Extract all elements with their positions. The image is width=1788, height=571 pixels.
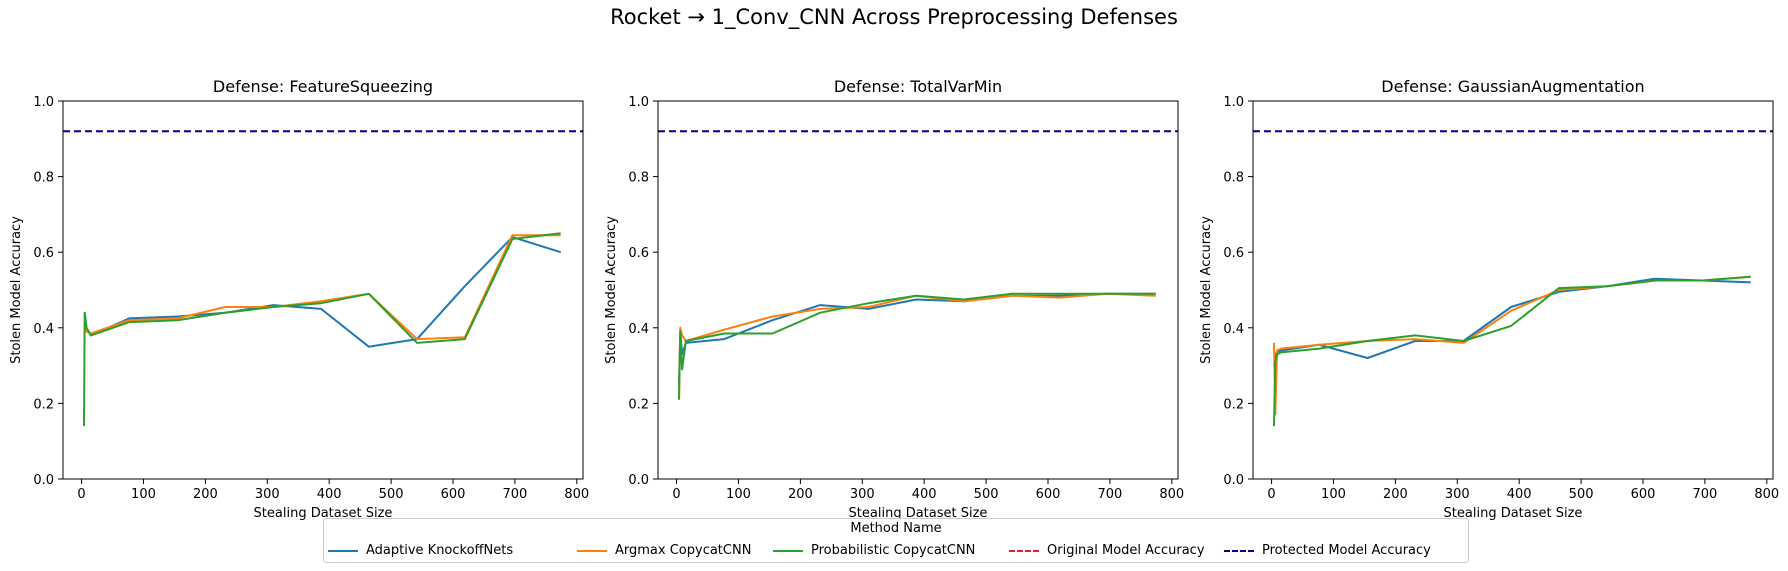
y-tick-label: 0.4 [628, 322, 649, 337]
y-tick-label: 0.0 [33, 473, 54, 488]
series-line [83, 232, 561, 427]
x-tick-label: 400 [912, 487, 937, 502]
x-tick-label: 500 [379, 487, 404, 502]
subplot-3: 0 100 200 300 400 500 600 700 800 0.0 0.2 0.4 0.6 0.8… [1199, 77, 1779, 521]
x-tick-label: 600 [441, 487, 466, 502]
subplot-title: Defense: FeatureSqueezing [213, 77, 433, 96]
y-tick-label: 0.6 [628, 246, 649, 261]
legend-swatch [577, 549, 607, 552]
legend-label: Protected Model Accuracy [1262, 543, 1431, 558]
x-tick-label: 400 [317, 487, 342, 502]
x-tick-label: 800 [1159, 487, 1184, 502]
subplot-1: 0 100 200 300 400 500 600 700 800 0.0 0.2 0.4 0.6 0.8… [9, 77, 589, 521]
y-tick-label: 0.8 [628, 171, 649, 186]
subplot-title: Defense: TotalVarMin [834, 77, 1002, 96]
legend-item-protected-model-accuracy: Protected Model Accuracy [1224, 543, 1431, 558]
legend-label: Probabilistic CopycatCNN [811, 543, 976, 558]
y-tick-label: 0.0 [628, 473, 649, 488]
series-line [678, 292, 1156, 385]
x-tick-label: 300 [255, 487, 280, 502]
x-tick-label: 500 [1569, 487, 1594, 502]
series-line [1273, 277, 1751, 366]
series-line [83, 236, 561, 348]
y-tick-label: 0.2 [1223, 397, 1244, 412]
y-tick-label: 0.2 [628, 397, 649, 412]
legend-swatch [773, 549, 803, 552]
x-tick-label: 0 [672, 487, 680, 502]
y-tick-label: 0.6 [33, 246, 54, 261]
x-tick-label: 0 [1267, 487, 1275, 502]
legend-item-argmax-copycatcnn: Argmax CopycatCNN [577, 543, 751, 558]
legend-item-original-model-accuracy: Original Model Accuracy [1009, 543, 1205, 558]
x-tick-label: 100 [726, 487, 751, 502]
y-axis-label: Stolen Model Accuracy [1199, 216, 1214, 364]
legend: Method Name Adaptive KnockoffNets Argmax… [323, 518, 1469, 563]
subplot-2: 0 100 200 300 400 500 600 700 800 0.0 0.2 0.4 0.6 0.8… [604, 77, 1184, 521]
subplot-title: Defense: GaussianAugmentation [1381, 77, 1644, 96]
x-tick-label: 200 [788, 487, 813, 502]
x-tick-label: 100 [131, 487, 156, 502]
y-tick-label: 1.0 [33, 95, 54, 110]
legend-label: Argmax CopycatCNN [615, 543, 752, 558]
x-tick-label: 600 [1631, 487, 1656, 502]
y-tick-label: 0.6 [1223, 246, 1244, 261]
legend-item-adaptive-knockoffnets: Adaptive KnockoffNets [328, 543, 513, 558]
figure-title: Rocket → 1_Conv_CNN Across Preprocessing… [610, 5, 1178, 29]
legend-swatch [1009, 549, 1039, 552]
legend-title: Method Name [850, 521, 942, 536]
x-tick-label: 800 [1754, 487, 1779, 502]
y-tick-label: 0.4 [1223, 322, 1244, 337]
x-tick-label: 700 [1097, 487, 1122, 502]
y-axis-label: Stolen Model Accuracy [604, 216, 619, 364]
plot-frame [657, 100, 1179, 480]
legend-swatch [1224, 549, 1254, 552]
plot-frame [1252, 100, 1774, 480]
x-tick-label: 400 [1507, 487, 1532, 502]
x-axis-label: Stealing Dataset Size [849, 506, 988, 521]
x-tick-label: 600 [1036, 487, 1061, 502]
x-tick-label: 0 [77, 487, 85, 502]
y-tick-label: 1.0 [1223, 95, 1244, 110]
series-line [1273, 275, 1751, 427]
x-axis-label: Stealing Dataset Size [254, 506, 393, 521]
x-axis-label: Stealing Dataset Size [1444, 506, 1583, 521]
x-tick-label: 700 [502, 487, 527, 502]
series-line [1273, 275, 1751, 416]
y-tick-label: 0.4 [33, 322, 54, 337]
x-tick-label: 500 [974, 487, 999, 502]
y-axis-label: Stolen Model Accuracy [9, 216, 24, 364]
legend-label: Adaptive KnockoffNets [366, 543, 514, 558]
x-tick-label: 100 [1321, 487, 1346, 502]
x-tick-label: 300 [850, 487, 875, 502]
plot-frame [62, 100, 584, 480]
y-tick-label: 1.0 [628, 95, 649, 110]
y-tick-label: 0.2 [33, 397, 54, 412]
legend-item-probabilistic-copycatcnn: Probabilistic CopycatCNN [773, 543, 975, 558]
x-tick-label: 200 [1383, 487, 1408, 502]
series-line [678, 292, 1156, 400]
x-tick-label: 300 [1445, 487, 1470, 502]
legend-swatch [328, 549, 358, 552]
x-tick-label: 200 [193, 487, 218, 502]
legend-label: Original Model Accuracy [1047, 543, 1205, 558]
y-tick-label: 0.0 [1223, 473, 1244, 488]
y-tick-label: 0.8 [33, 171, 54, 186]
series-line [678, 292, 1156, 400]
y-tick-label: 0.8 [1223, 171, 1244, 186]
x-tick-label: 800 [564, 487, 589, 502]
x-tick-label: 700 [1692, 487, 1717, 502]
